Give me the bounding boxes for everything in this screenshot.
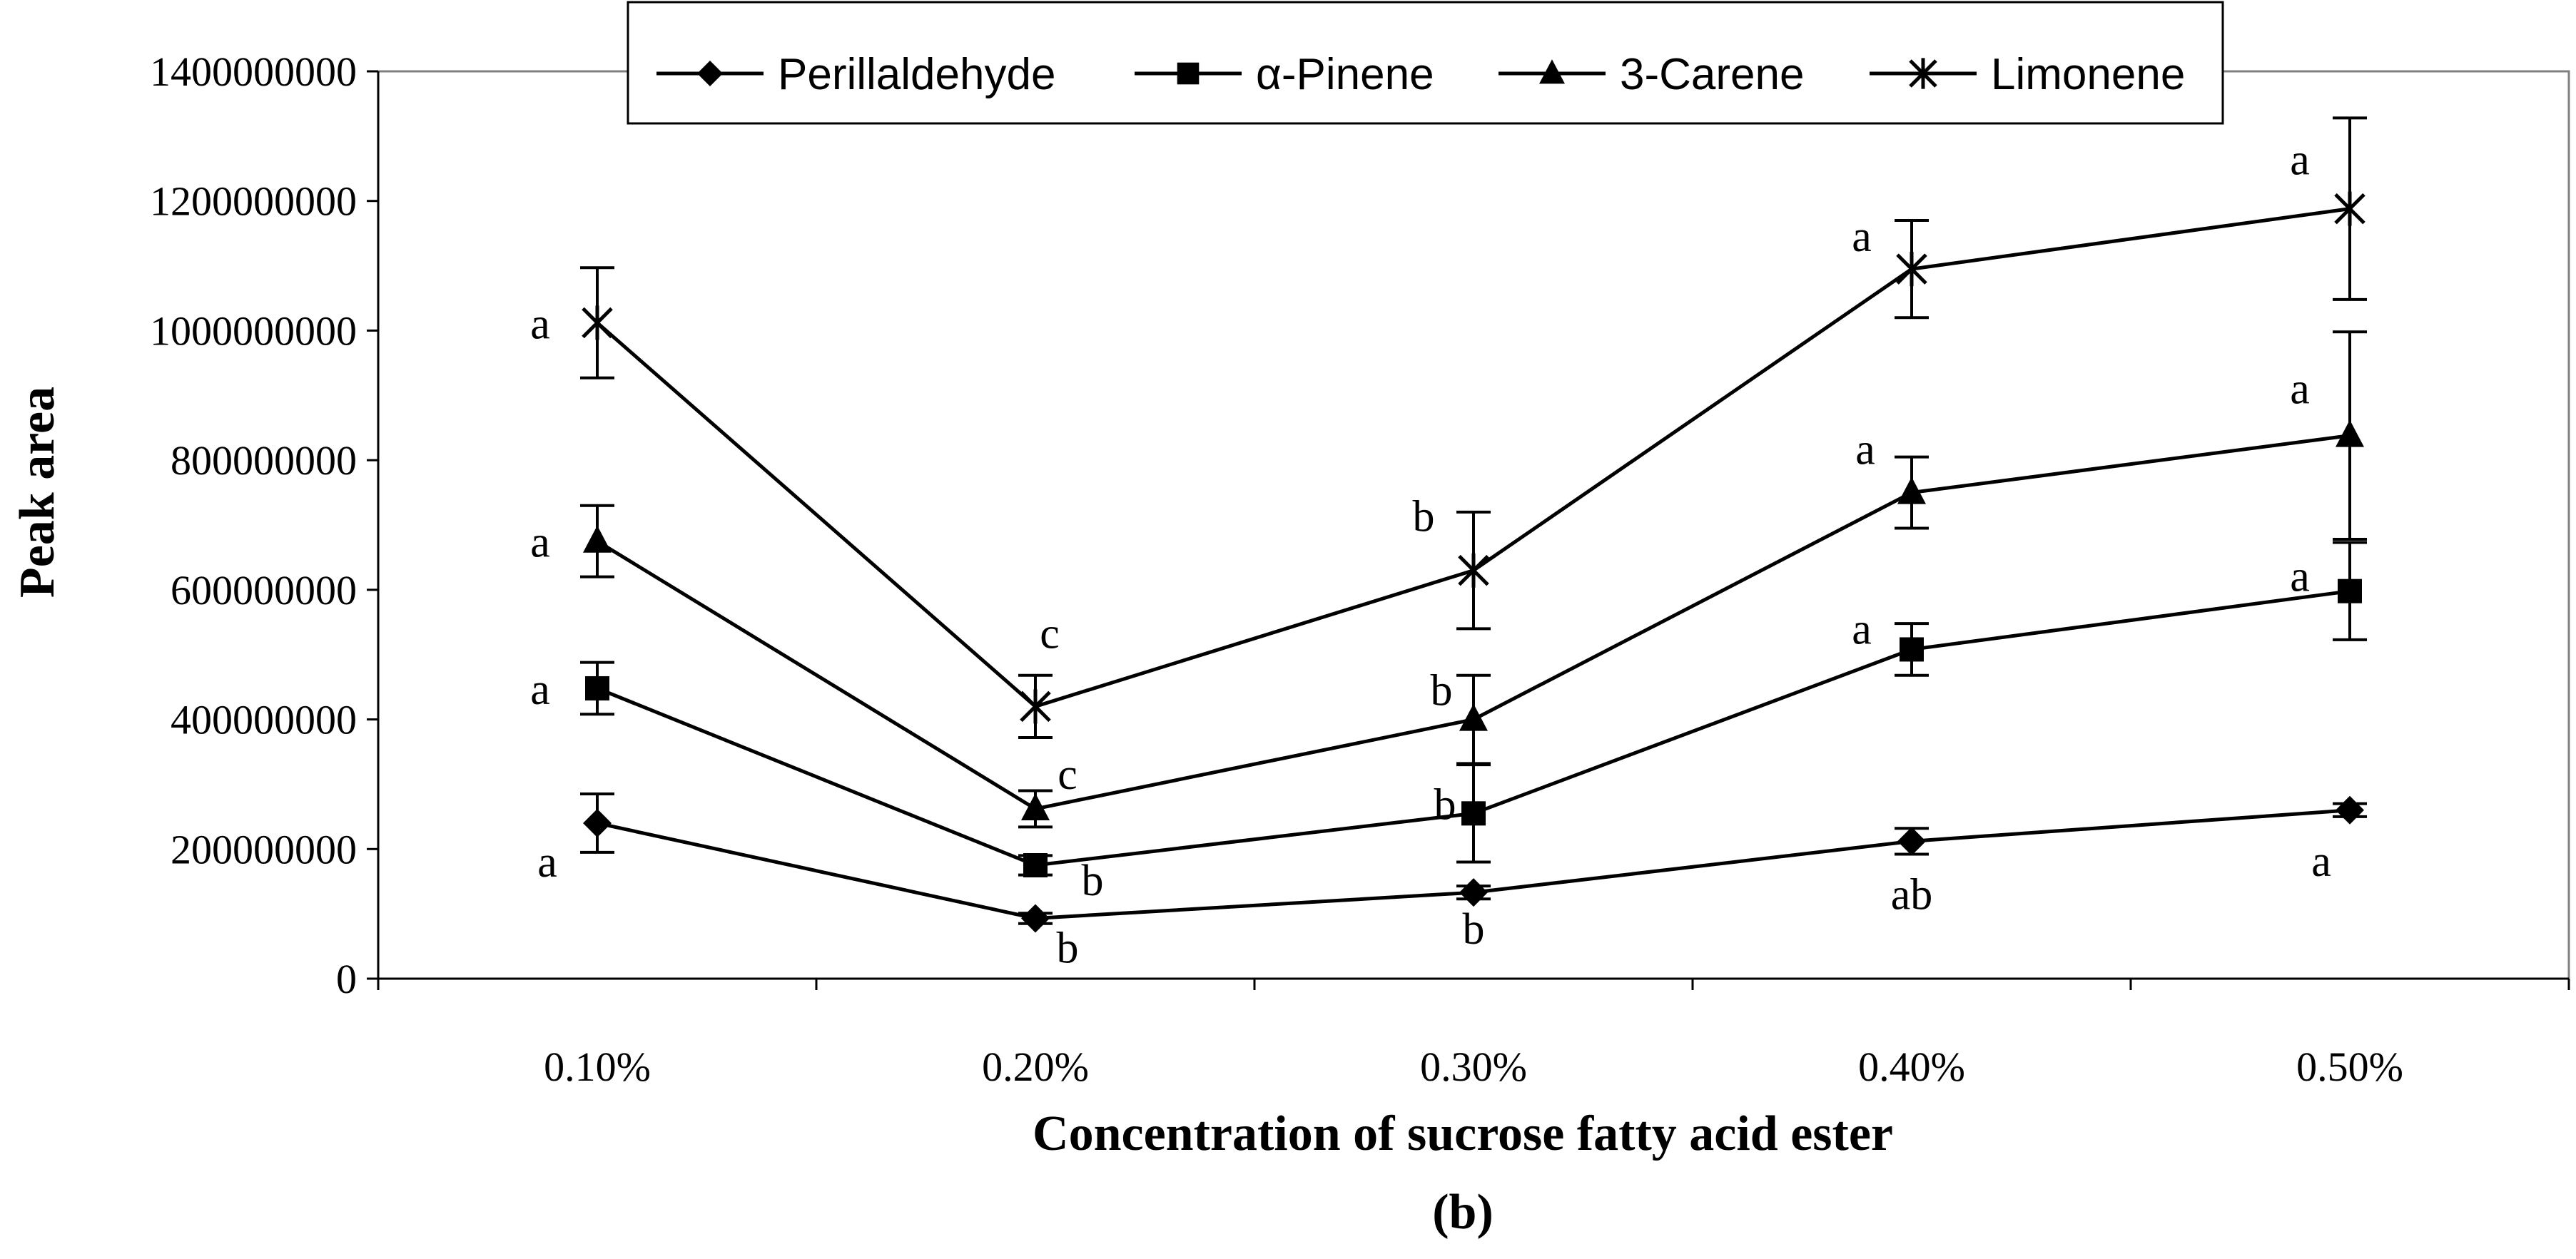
- series-line: [596, 207, 2351, 709]
- significance-label: a: [530, 519, 550, 567]
- y-axis-title: Peak area: [10, 387, 65, 598]
- data-point: [1023, 853, 1048, 877]
- significance-label: a: [530, 666, 550, 714]
- data-point: [585, 676, 609, 700]
- legend-label: 3-Carene: [1620, 50, 1804, 99]
- data-point: [1020, 689, 1051, 724]
- data-point: [1897, 476, 1926, 504]
- significance-label: a: [537, 838, 557, 887]
- significance-label: b: [1431, 667, 1453, 715]
- y-tick-label: 200000000: [171, 826, 357, 872]
- legend-marker: [1909, 58, 1937, 89]
- data-point: [583, 525, 612, 553]
- legend-label: Limonene: [1991, 50, 2185, 99]
- data-point: [2334, 191, 2365, 226]
- y-tick-label: 1400000000: [150, 49, 357, 95]
- significance-label: b: [1413, 493, 1435, 541]
- x-tick-label: 0.10%: [544, 1044, 651, 1090]
- data-point: [1458, 553, 1489, 588]
- significance-label: a: [1852, 605, 1872, 653]
- data-point: [1896, 252, 1927, 287]
- x-axis-title: Concentration of sucrose fatty acid este…: [1033, 1106, 1893, 1161]
- significance-label: a: [1855, 426, 1875, 474]
- significance-label: a: [2311, 837, 2331, 886]
- y-axis: 0 200000000 400000000 600000000 800000000 100…: [150, 49, 378, 1002]
- y-tick-label: 0: [336, 956, 357, 1002]
- panel-label: (b): [1432, 1185, 1494, 1240]
- x-tick-label: 0.50%: [2296, 1044, 2403, 1090]
- legend-marker: [1539, 59, 1565, 84]
- x-tick-label: 0.40%: [1858, 1044, 1965, 1090]
- x-axis: 0.10% 0.20% 0.30% 0.40% 0.50%: [377, 979, 2570, 1090]
- data-point: [1897, 827, 1926, 856]
- significance-label: a: [1852, 213, 1872, 261]
- data-point: [1900, 637, 1924, 662]
- data-point: [1461, 801, 1486, 826]
- y-tick-label: 1000000000: [150, 307, 357, 354]
- legend-label: α-Pinene: [1256, 50, 1434, 99]
- series-3-carene: a c b a a: [530, 330, 2367, 829]
- significance-label: a: [2290, 553, 2310, 601]
- data-point: [1021, 904, 1050, 933]
- data-point: [2338, 578, 2362, 603]
- data-point: [2336, 795, 2364, 825]
- significance-label: c: [1058, 750, 1077, 799]
- data-point: [582, 305, 613, 340]
- significance-label: b: [1463, 905, 1485, 954]
- x-tick-label: 0.30%: [1420, 1044, 1527, 1090]
- legend: Perillaldehyde α-Pinene 3-Carene Limonene: [627, 1, 2224, 125]
- data-point: [1021, 792, 1050, 820]
- significance-label: c: [1040, 609, 1060, 658]
- legend-marker: [1177, 62, 1200, 85]
- legend-label: Perillaldehyde: [778, 50, 1055, 99]
- data-point: [1459, 878, 1488, 907]
- significance-label: b: [1434, 780, 1456, 829]
- legend-box: [627, 1, 2224, 125]
- y-tick-label: 1200000000: [150, 178, 357, 225]
- x-tick-label: 0.20%: [982, 1044, 1089, 1090]
- series--pinene: a b b a a: [530, 541, 2367, 905]
- significance-label: a: [2290, 365, 2310, 414]
- data-point: [583, 808, 612, 837]
- legend-marker: [697, 61, 723, 86]
- data-point: [1459, 703, 1488, 731]
- y-tick-label: 800000000: [171, 437, 357, 484]
- significance-label: ab: [1891, 870, 1933, 919]
- y-tick-label: 600000000: [171, 567, 357, 613]
- series-limonene: a c b a a: [530, 116, 2367, 740]
- significance-label: a: [2290, 136, 2310, 185]
- y-tick-label: 400000000: [171, 697, 357, 743]
- significance-label: b: [1057, 924, 1079, 973]
- data-point: [2336, 419, 2364, 447]
- significance-label: b: [1082, 857, 1104, 905]
- significance-label: a: [530, 300, 550, 349]
